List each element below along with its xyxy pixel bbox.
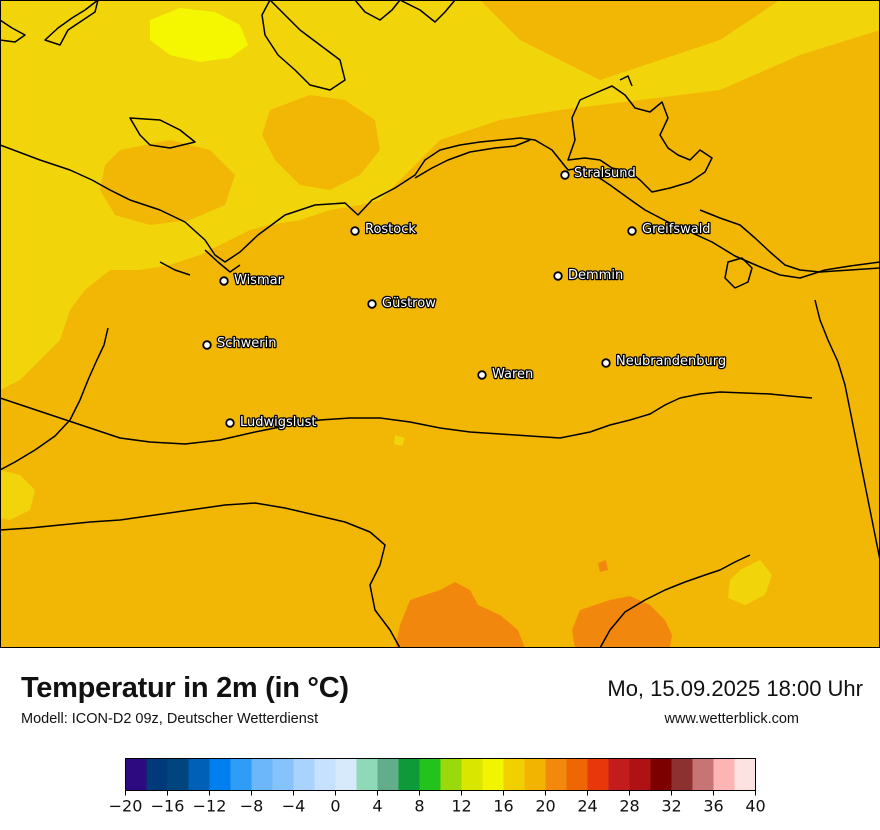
legend-swatch — [167, 758, 189, 791]
city-wismar: Wismar — [219, 272, 285, 289]
legend-swatch — [629, 758, 651, 791]
legend-tick-label: −8 — [240, 797, 264, 816]
legend-swatch — [251, 758, 273, 791]
legend-tick-label: 12 — [451, 797, 471, 816]
legend-swatch — [272, 758, 294, 791]
city-markers: Stralsund Rostock Greifswald Wismar Demm… — [202, 165, 727, 431]
city-label: Güstrow — [382, 296, 436, 311]
legend-swatch — [671, 758, 693, 791]
city-label: Greifswald — [642, 222, 711, 237]
legend-tick-label: 36 — [703, 797, 723, 816]
city-neubrandenburg: Neubrandenburg — [601, 353, 727, 370]
city-schwerin: Schwerin — [202, 335, 278, 352]
legend-ticks: −20 −16 −12 −8 −4 0 4 8 12 16 20 24 28 32 36 40 — [109, 790, 766, 816]
legend-swatch — [314, 758, 336, 791]
legend-tick-label: 20 — [535, 797, 555, 816]
map-footer: Temperatur in 2m (in °C) Modell: ICON-D2… — [0, 648, 880, 830]
legend-tick-label: 8 — [414, 797, 424, 816]
city-guestrow: Güstrow — [367, 295, 437, 312]
legend-swatch — [188, 758, 210, 791]
city-dot — [202, 340, 212, 350]
legend-tick-label: −4 — [282, 797, 306, 816]
city-rostock: Rostock — [350, 221, 418, 238]
legend-swatch — [356, 758, 378, 791]
legend-swatch — [608, 758, 630, 791]
legend-swatch — [503, 758, 525, 791]
legend-swatch — [377, 758, 399, 791]
city-dot — [553, 271, 563, 281]
legend-swatch — [734, 758, 756, 791]
legend-swatch — [482, 758, 504, 791]
legend-swatch — [209, 758, 231, 791]
city-demmin: Demmin — [553, 267, 624, 284]
legend-tick-label: 32 — [661, 797, 681, 816]
city-dot — [627, 226, 637, 236]
city-dot — [560, 170, 570, 180]
legend-swatch — [461, 758, 483, 791]
legend-swatch — [335, 758, 357, 791]
city-dot — [477, 370, 487, 380]
city-waren: Waren — [477, 366, 535, 383]
legend-tick-label: −16 — [151, 797, 185, 816]
legend-swatch — [524, 758, 546, 791]
map-canvas: Stralsund Rostock Greifswald Wismar Demm… — [0, 0, 880, 648]
legend-tick-label: −20 — [109, 797, 143, 816]
legend-tick-label: 16 — [493, 797, 513, 816]
legend-frame — [125, 758, 756, 791]
city-greifswald: Greifswald — [627, 221, 712, 238]
city-label: Wismar — [234, 273, 284, 288]
legend-swatch — [713, 758, 735, 791]
legend-tick-label: 40 — [745, 797, 765, 816]
legend-tick-label: 4 — [372, 797, 382, 816]
legend-swatch — [566, 758, 588, 791]
legend-swatch — [440, 758, 462, 791]
forecast-datetime: Mo, 15.09.2025 18:00 Uhr — [607, 676, 863, 701]
legend-swatch — [545, 758, 567, 791]
inner-base-zones — [100, 95, 380, 225]
legend-swatch — [230, 758, 252, 791]
model-source: Modell: ICON-D2 09z, Deutscher Wetterdie… — [21, 711, 319, 727]
city-label: Rostock — [365, 222, 416, 237]
legend-tick-label: 0 — [330, 797, 340, 816]
legend-swatch — [293, 758, 315, 791]
website-link[interactable]: www.wetterblick.com — [664, 711, 799, 727]
legend-tick-label: −12 — [193, 797, 227, 816]
legend-swatch — [398, 758, 420, 791]
city-dot — [367, 299, 377, 309]
legend-swatch — [419, 758, 441, 791]
city-label: Stralsund — [574, 166, 636, 181]
city-label: Demmin — [568, 268, 623, 283]
legend-swatch — [692, 758, 714, 791]
city-label: Schwerin — [217, 336, 276, 351]
legend-tick-label: 24 — [577, 797, 597, 816]
legend-tick-label: 28 — [619, 797, 639, 816]
legend-swatch — [125, 758, 147, 791]
warmer-temperature-zones — [395, 560, 672, 648]
coolest-temperature-zones — [150, 8, 248, 62]
city-stralsund: Stralsund — [560, 165, 637, 182]
coastline-and-borders — [0, 0, 880, 648]
city-label: Ludwigslust — [240, 415, 317, 430]
legend-swatch — [650, 758, 672, 791]
city-label: Waren — [492, 367, 533, 382]
city-dot — [225, 418, 235, 428]
legend-swatch — [146, 758, 168, 791]
temperature-map: Stralsund Rostock Greifswald Wismar Demm… — [0, 0, 880, 648]
city-ludwigslust: Ludwigslust — [225, 414, 318, 431]
city-label: Neubrandenburg — [616, 354, 726, 369]
color-legend: −20 −16 −12 −8 −4 0 4 8 12 16 20 24 28 32 36 40 — [109, 758, 766, 816]
map-title: Temperatur in 2m (in °C) — [21, 672, 349, 704]
legend-swatch — [587, 758, 609, 791]
legend-swatches — [125, 758, 756, 791]
city-dot — [219, 276, 229, 286]
city-dot — [350, 226, 360, 236]
cooler-temperature-zones — [0, 0, 880, 605]
city-dot — [601, 358, 611, 368]
